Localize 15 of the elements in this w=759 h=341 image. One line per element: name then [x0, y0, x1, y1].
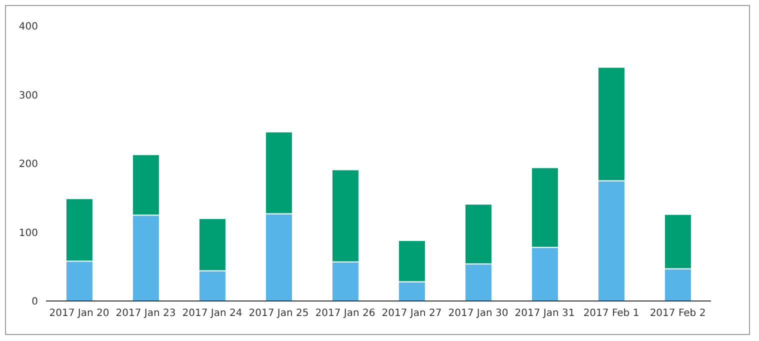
x-tick-label: 2017 Feb 1: [583, 308, 640, 320]
x-tick-label: 2017 Jan 23: [116, 308, 176, 320]
x-tick-label: 2017 Jan 20: [49, 308, 110, 320]
y-tick-label: 100: [18, 228, 38, 239]
x-tick-label: 2017 Jan 25: [248, 308, 309, 320]
y-tick-label: 200: [18, 159, 38, 170]
x-tick-label: 2017 Feb 2: [650, 308, 706, 320]
y-tick-label: 0: [32, 296, 38, 308]
x-tick-label: 2017 Jan 31: [514, 308, 575, 320]
x-tick-label: 2017 Jan 24: [182, 308, 242, 320]
x-tick-label: 2017 Jan 30: [448, 308, 508, 320]
y-tick-label: 300: [18, 90, 38, 102]
y-tick-label: 400: [18, 22, 38, 33]
x-tick-label: 2017 Jan 27: [382, 308, 442, 320]
x-tick-label: 2017 Jan 26: [315, 308, 376, 320]
